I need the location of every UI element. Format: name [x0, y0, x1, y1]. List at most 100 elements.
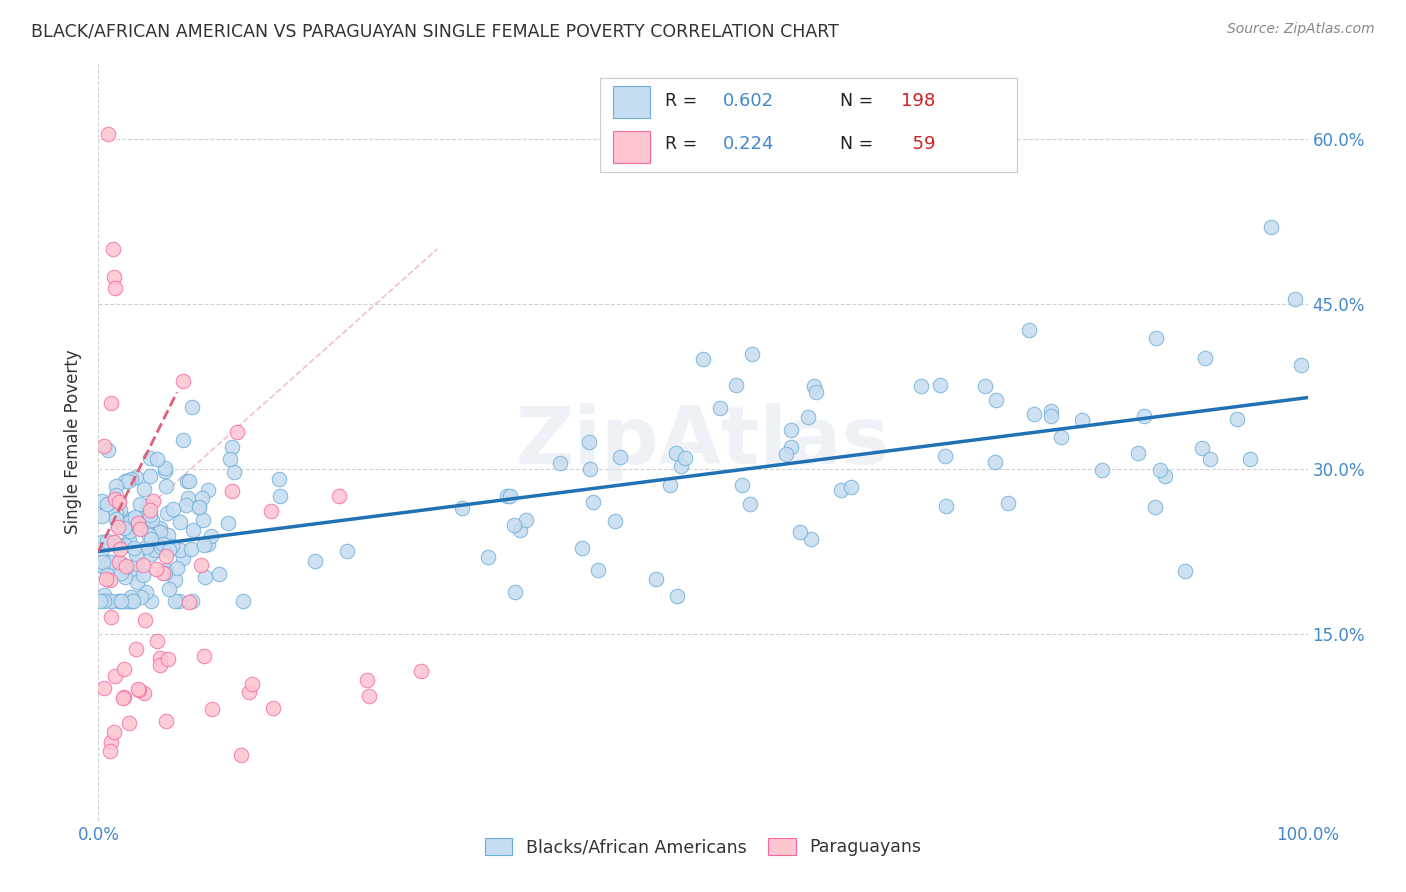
Point: [100, 594, 122, 608]
Point: [665, 446, 688, 460]
Point: [830, 483, 852, 498]
Point: [1022, 407, 1045, 421]
Point: [934, 449, 956, 463]
Point: [645, 572, 668, 586]
Point: [91, 494, 114, 508]
Point: [578, 434, 600, 449]
Point: [187, 500, 209, 514]
Point: [502, 517, 524, 532]
Point: [139, 450, 162, 465]
Point: [115, 559, 138, 574]
Point: [503, 584, 526, 599]
Point: [120, 512, 142, 526]
Point: [1149, 463, 1171, 477]
Point: [188, 500, 211, 514]
Point: [509, 523, 531, 537]
Point: [150, 541, 173, 555]
Point: [262, 701, 284, 715]
Legend: Blacks/African Americans, Paraguayans: Blacks/African Americans, Paraguayans: [475, 830, 931, 865]
Point: [114, 538, 136, 552]
Point: [586, 563, 609, 577]
Point: [193, 648, 215, 663]
Point: [91, 541, 114, 556]
Point: [97, 127, 120, 141]
Point: [146, 634, 169, 648]
Text: Source: ZipAtlas.com: Source: ZipAtlas.com: [1227, 22, 1375, 37]
Point: [665, 590, 688, 604]
Point: [100, 734, 122, 748]
Point: [232, 594, 254, 608]
Point: [96, 534, 118, 549]
Point: [357, 689, 380, 703]
Point: [118, 533, 141, 547]
Point: [1128, 446, 1150, 460]
Point: [780, 423, 803, 437]
Point: [125, 574, 148, 589]
Point: [328, 489, 350, 503]
Point: [122, 541, 145, 555]
Point: [983, 455, 1005, 469]
Point: [98, 573, 121, 587]
Point: [181, 594, 204, 608]
Point: [155, 714, 177, 728]
Point: [163, 574, 186, 588]
Point: [155, 479, 177, 493]
Point: [139, 548, 162, 562]
Point: [139, 469, 162, 483]
Point: [155, 566, 177, 580]
Point: [929, 378, 952, 392]
Point: [356, 673, 378, 688]
Point: [122, 566, 145, 580]
Point: [269, 489, 291, 503]
Point: [93, 588, 115, 602]
Point: [128, 682, 150, 697]
Point: [93, 594, 115, 608]
Point: [135, 585, 157, 599]
Point: [609, 450, 631, 465]
Point: [409, 665, 432, 679]
Point: [190, 558, 212, 572]
Point: [1199, 451, 1222, 466]
Point: [477, 550, 499, 565]
Point: [91, 535, 114, 549]
Point: [579, 462, 602, 476]
Point: [97, 555, 120, 569]
Point: [110, 566, 132, 580]
Point: [582, 495, 605, 509]
Point: [789, 524, 811, 539]
Point: [157, 543, 180, 558]
Point: [450, 500, 472, 515]
Point: [111, 690, 134, 705]
Point: [112, 662, 135, 676]
Point: [156, 506, 179, 520]
Point: [200, 529, 222, 543]
Point: [219, 451, 242, 466]
Point: [671, 458, 693, 473]
Point: [110, 509, 132, 524]
Point: [172, 434, 194, 448]
Point: [114, 569, 136, 583]
Point: [1260, 220, 1282, 235]
Point: [125, 558, 148, 572]
Point: [169, 515, 191, 529]
Point: [169, 543, 191, 558]
Point: [692, 352, 714, 367]
Point: [1132, 409, 1154, 424]
Point: [221, 440, 243, 454]
Point: [238, 685, 260, 699]
Point: [145, 452, 167, 467]
Point: [673, 451, 696, 466]
Point: [111, 557, 134, 571]
Point: [108, 594, 131, 608]
Point: [1143, 500, 1166, 514]
Point: [90, 509, 112, 524]
Text: ZipAtlas: ZipAtlas: [516, 402, 890, 481]
Y-axis label: Single Female Poverty: Single Female Poverty: [65, 350, 83, 533]
Point: [103, 269, 125, 284]
Point: [149, 523, 172, 537]
Point: [149, 521, 172, 535]
Point: [659, 477, 682, 491]
Point: [104, 512, 127, 526]
Point: [138, 503, 160, 517]
Point: [176, 474, 198, 488]
